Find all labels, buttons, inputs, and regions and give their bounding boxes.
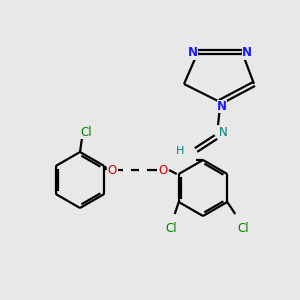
Text: N: N <box>242 46 252 59</box>
Text: N: N <box>219 125 227 139</box>
Text: O: O <box>107 164 117 176</box>
Text: Cl: Cl <box>80 125 92 139</box>
Text: N: N <box>188 46 198 59</box>
Text: Cl: Cl <box>237 221 249 235</box>
Text: H: H <box>176 146 184 156</box>
Text: Cl: Cl <box>165 221 177 235</box>
Text: O: O <box>158 164 168 176</box>
Text: N: N <box>217 100 227 112</box>
